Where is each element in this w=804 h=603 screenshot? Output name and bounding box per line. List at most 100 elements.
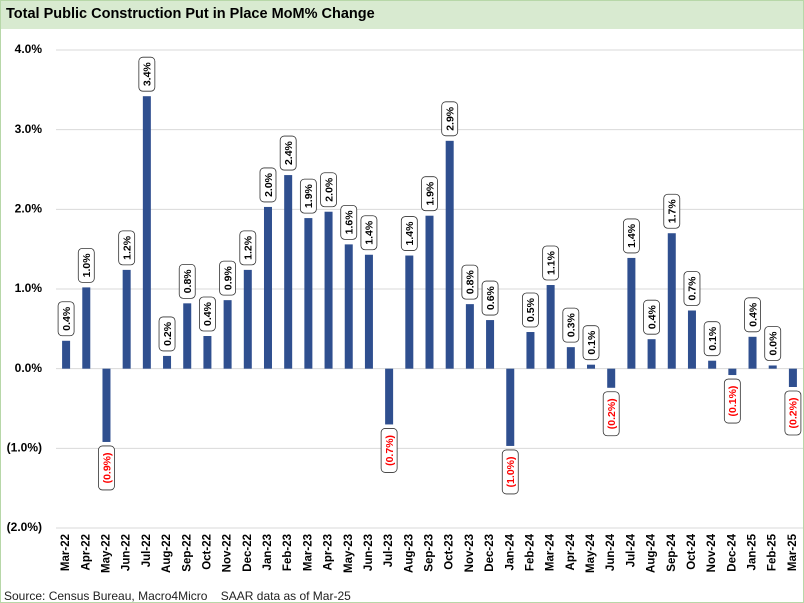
value-label: 1.2% bbox=[118, 230, 136, 266]
value-label-box bbox=[764, 326, 782, 361]
value-label-text: 0.0% bbox=[767, 331, 779, 356]
x-tick-label: Jul-23 bbox=[383, 534, 395, 567]
bar bbox=[546, 285, 555, 369]
chart-title: Total Public Construction Put in Place M… bbox=[6, 6, 375, 22]
value-label-box bbox=[421, 176, 438, 212]
x-tick-label: Aug-23 bbox=[403, 534, 415, 573]
y-tick-label: (1.0%) bbox=[7, 441, 42, 455]
bar bbox=[102, 368, 111, 442]
value-label-text: 1.2% bbox=[243, 235, 255, 260]
bar bbox=[122, 269, 131, 369]
x-tick-label: Apr-22 bbox=[80, 534, 92, 570]
value-label-text: 0.9% bbox=[222, 266, 234, 291]
value-label: 1.4% bbox=[360, 215, 378, 251]
bar bbox=[465, 304, 474, 369]
value-label: 0.4% bbox=[57, 301, 75, 337]
value-label-text: 0.4% bbox=[202, 301, 214, 326]
x-tick-label: Jun-22 bbox=[121, 534, 133, 571]
value-label-box bbox=[582, 325, 600, 361]
value-label: 2.9% bbox=[441, 101, 459, 137]
value-label-text: 0.4% bbox=[747, 302, 759, 327]
value-label-text: 1.7% bbox=[667, 199, 679, 224]
x-tick-label: Apr-23 bbox=[323, 534, 335, 570]
value-label-box bbox=[299, 178, 317, 214]
value-label: 0.6% bbox=[481, 280, 499, 316]
value-label-box bbox=[461, 264, 479, 300]
x-tick-label: May-24 bbox=[585, 533, 597, 573]
x-tick-label: Jun-24 bbox=[605, 533, 617, 571]
title-bar bbox=[0, 0, 804, 29]
value-label: 1.2% bbox=[239, 230, 257, 266]
value-label: (1.0%) bbox=[501, 449, 519, 495]
bar bbox=[687, 310, 696, 369]
value-label-box bbox=[219, 260, 237, 296]
value-label: 1.4% bbox=[622, 218, 640, 254]
value-label: 0.8% bbox=[461, 264, 479, 300]
y-tick-label: 2.0% bbox=[15, 202, 43, 216]
value-label: 1.6% bbox=[340, 204, 358, 240]
value-label: 3.4% bbox=[138, 56, 156, 92]
x-tick-label: Apr-24 bbox=[565, 533, 577, 570]
value-label-text: (0.7%) bbox=[384, 435, 396, 466]
x-tick-label: Dec-24 bbox=[726, 533, 738, 571]
value-label-text: 1.2% bbox=[121, 235, 133, 260]
value-label-box bbox=[380, 428, 398, 473]
value-label-box bbox=[57, 301, 75, 337]
value-label-box bbox=[784, 390, 802, 436]
bar bbox=[788, 368, 797, 387]
value-label-text: 0.4% bbox=[61, 306, 73, 331]
x-tick-label: Mar-25 bbox=[787, 533, 799, 571]
bar bbox=[425, 215, 434, 369]
x-tick-label: Jan-24 bbox=[504, 533, 516, 570]
value-label-box bbox=[542, 245, 560, 281]
x-tick-label: Jan-23 bbox=[262, 534, 274, 570]
value-label-text: 0.8% bbox=[182, 269, 194, 294]
value-label-box bbox=[602, 391, 620, 437]
value-label-text: 0.4% bbox=[646, 305, 658, 330]
bar bbox=[748, 336, 757, 369]
value-label-box bbox=[178, 263, 196, 299]
value-label: 0.1% bbox=[582, 325, 600, 361]
value-label-text: 0.6% bbox=[485, 285, 497, 310]
bar bbox=[82, 287, 91, 369]
value-label-box bbox=[259, 167, 277, 203]
value-label-box bbox=[118, 230, 136, 266]
value-label: 1.4% bbox=[400, 216, 418, 251]
bar bbox=[647, 339, 656, 369]
value-label: 2.0% bbox=[320, 172, 337, 208]
value-label-box bbox=[320, 172, 337, 208]
value-label-text: 0.3% bbox=[566, 313, 578, 338]
value-label: (0.7%) bbox=[380, 428, 398, 473]
bar bbox=[768, 365, 777, 369]
x-tick-label: May-22 bbox=[101, 534, 113, 573]
value-label: 1.7% bbox=[663, 193, 681, 229]
bar bbox=[163, 355, 172, 369]
bar bbox=[324, 211, 333, 369]
x-tick-label: Mar-22 bbox=[60, 534, 72, 571]
x-tick-label: Mar-24 bbox=[545, 533, 557, 571]
x-tick-label: Oct-22 bbox=[201, 534, 213, 570]
y-tick-label: 3.0% bbox=[15, 122, 43, 136]
value-label: 0.8% bbox=[178, 263, 196, 299]
value-label-text: 0.1% bbox=[586, 330, 598, 355]
value-label: 1.1% bbox=[542, 245, 560, 281]
value-label: 1.0% bbox=[77, 248, 95, 283]
value-label-box bbox=[400, 216, 418, 251]
value-label: (0.2%) bbox=[784, 390, 802, 436]
bar bbox=[385, 368, 394, 425]
x-tick-label: Jan-25 bbox=[747, 533, 759, 570]
bar bbox=[566, 347, 575, 369]
value-label-text: 2.9% bbox=[444, 106, 456, 131]
x-tick-label: Jul-22 bbox=[141, 534, 153, 567]
bar bbox=[526, 332, 535, 369]
x-tick-label: Dec-22 bbox=[242, 534, 254, 572]
value-label-text: 1.4% bbox=[404, 221, 416, 246]
x-tick-label: Dec-23 bbox=[484, 534, 496, 572]
value-label-text: 1.4% bbox=[364, 220, 376, 245]
x-tick-label: May-23 bbox=[343, 534, 355, 573]
x-tick-label: Aug-24 bbox=[646, 533, 658, 573]
value-label-text: 1.4% bbox=[626, 223, 638, 248]
x-tick-label: Jun-23 bbox=[363, 534, 375, 571]
x-tick-label: Nov-24 bbox=[706, 533, 718, 572]
value-label-box bbox=[723, 378, 741, 424]
